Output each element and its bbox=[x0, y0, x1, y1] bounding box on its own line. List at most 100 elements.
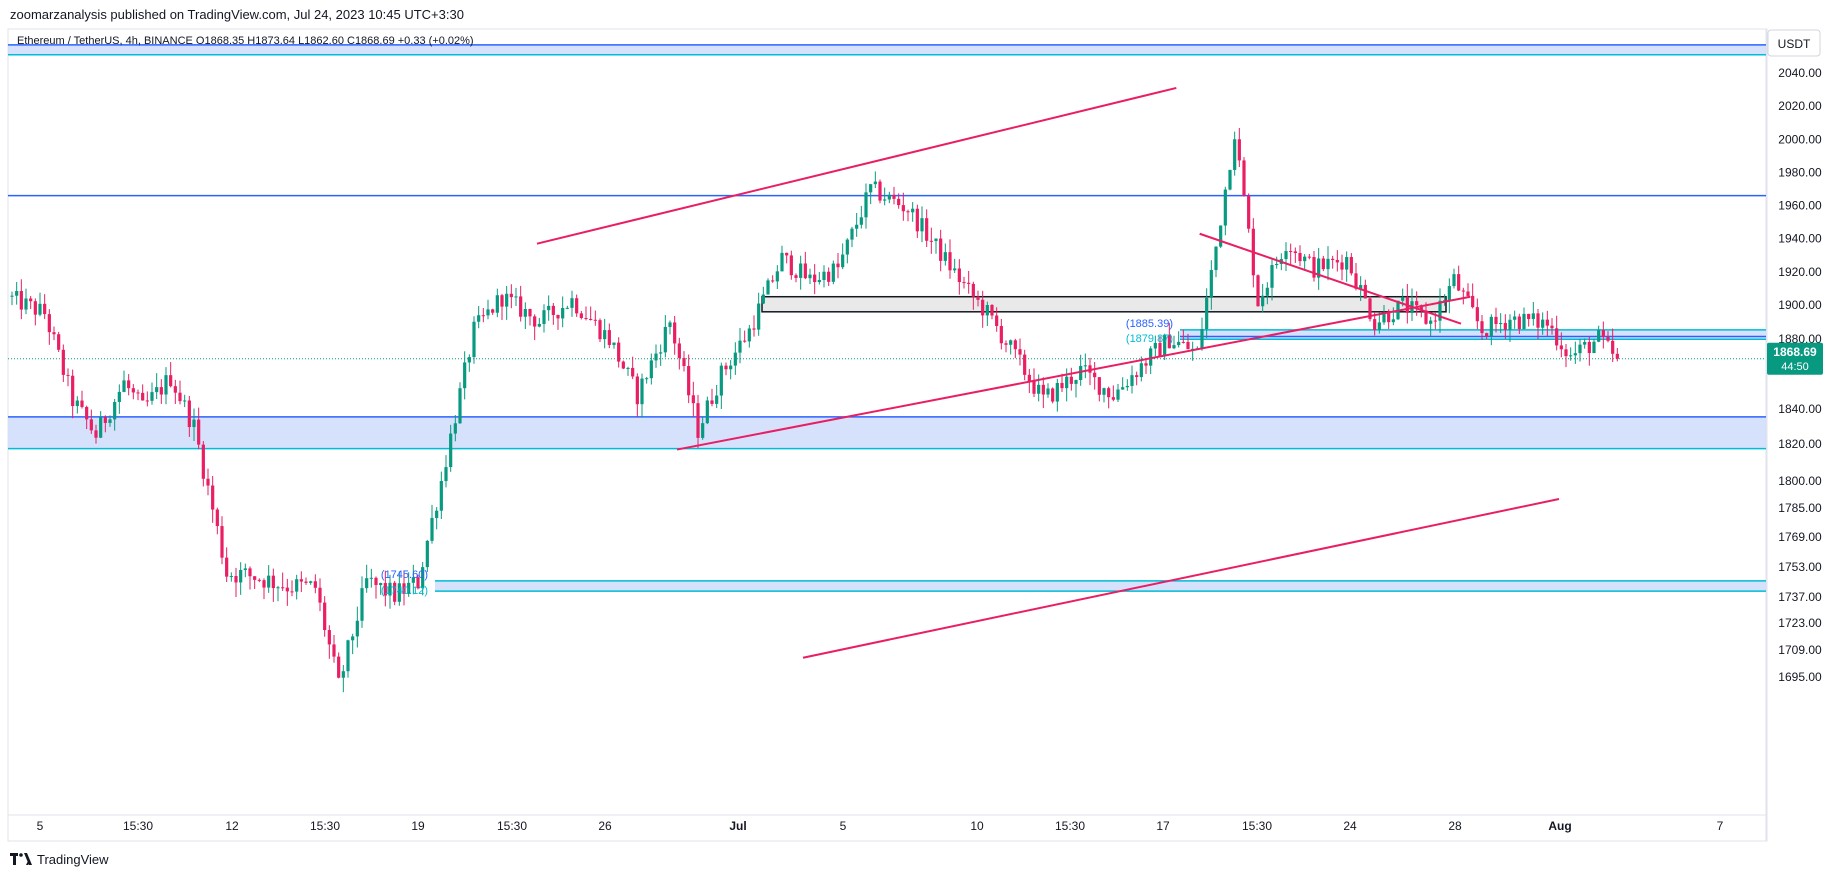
candle-body bbox=[822, 271, 826, 280]
candle-body bbox=[1074, 380, 1078, 384]
price-tick-label: 1980.00 bbox=[1778, 165, 1822, 179]
candle-body bbox=[1107, 388, 1111, 398]
candle-body bbox=[1051, 388, 1055, 402]
currency-button[interactable]: USDT bbox=[1767, 29, 1821, 57]
candle-body bbox=[1158, 342, 1162, 357]
candle-body bbox=[1265, 287, 1269, 296]
candle-body bbox=[766, 280, 770, 295]
candle-body bbox=[631, 367, 635, 377]
candle-body bbox=[929, 240, 933, 242]
candle-body bbox=[1555, 328, 1559, 346]
candle-body bbox=[1004, 343, 1008, 345]
candle-body bbox=[94, 430, 98, 438]
candle-body bbox=[967, 282, 971, 284]
price-axis[interactable]: 2040.00 2020.00 2000.00 1980.00 1960.00 1940.… bbox=[1778, 66, 1822, 684]
tradingview-logo-icon[interactable] bbox=[10, 853, 32, 865]
trendline-3 bbox=[802, 498, 1560, 659]
candle-body bbox=[901, 205, 905, 212]
candle-body bbox=[1200, 329, 1204, 349]
candle-body bbox=[1569, 355, 1573, 357]
time-tick-label: 12 bbox=[225, 819, 239, 833]
candle-body bbox=[985, 305, 989, 316]
candle-body bbox=[1041, 384, 1045, 395]
candle-body bbox=[1499, 322, 1503, 325]
candle-body bbox=[416, 577, 420, 589]
candle-body bbox=[1149, 348, 1153, 366]
candle-body bbox=[593, 319, 597, 321]
candle-body bbox=[584, 318, 588, 320]
candle-body bbox=[953, 268, 957, 271]
candle-body bbox=[892, 194, 896, 199]
candle-body bbox=[1023, 354, 1027, 375]
candle-body bbox=[598, 320, 602, 340]
candle-body bbox=[388, 582, 392, 596]
candle-body bbox=[612, 342, 616, 345]
candle-body bbox=[943, 252, 947, 261]
candle-body bbox=[206, 478, 210, 486]
candle-body bbox=[1429, 320, 1433, 324]
candle-body bbox=[1349, 257, 1353, 274]
candle-body bbox=[1373, 319, 1377, 330]
time-tick-label: Jul bbox=[729, 819, 746, 833]
candle-body bbox=[920, 218, 924, 232]
candle-body bbox=[1214, 246, 1218, 271]
candle-body bbox=[430, 517, 434, 541]
candle-body bbox=[332, 644, 336, 657]
zone-2-fill bbox=[435, 580, 1766, 592]
candle-body bbox=[304, 581, 308, 583]
candle-body bbox=[1513, 316, 1517, 320]
candle-body bbox=[915, 208, 919, 232]
candle-body bbox=[463, 362, 467, 389]
candle-body bbox=[80, 400, 84, 407]
candle-body bbox=[1102, 388, 1106, 395]
price-tick-label: 1920.00 bbox=[1778, 265, 1822, 279]
candle-body bbox=[169, 375, 173, 387]
candle-body bbox=[327, 630, 331, 645]
candle-body bbox=[551, 305, 555, 315]
candle-body bbox=[803, 263, 807, 279]
candle-body bbox=[85, 406, 89, 420]
candle-body bbox=[1135, 375, 1139, 378]
candle-body bbox=[108, 419, 112, 423]
candle-body bbox=[267, 575, 271, 588]
candle-body bbox=[365, 578, 369, 589]
candle-body bbox=[309, 581, 313, 583]
candle-body bbox=[1153, 342, 1157, 349]
candle-body bbox=[887, 194, 891, 200]
resistance-box[interactable] bbox=[761, 295, 1447, 313]
candle-body bbox=[1093, 372, 1097, 378]
candle-body bbox=[351, 636, 355, 641]
candle-body bbox=[1289, 251, 1293, 253]
candle-body bbox=[780, 252, 784, 272]
candle-body bbox=[1401, 297, 1405, 301]
candle-body bbox=[318, 587, 322, 603]
candle-body bbox=[472, 321, 476, 358]
candle-body bbox=[1233, 139, 1237, 170]
candle-body bbox=[1009, 340, 1013, 345]
candle-body bbox=[1060, 382, 1064, 389]
candle-body bbox=[500, 295, 504, 307]
candle-body bbox=[1457, 274, 1461, 291]
candle-body bbox=[1298, 253, 1302, 262]
candle-body bbox=[1326, 258, 1330, 270]
candle-body bbox=[579, 313, 583, 319]
time-axis[interactable]: 5 15:30 12 15:30 19 15:30 26 Jul 5 10 15:30 17 15:30… bbox=[37, 819, 1724, 833]
candle-body bbox=[1391, 319, 1395, 323]
candle-body bbox=[911, 208, 915, 213]
candle-body bbox=[897, 198, 901, 206]
candle-body bbox=[691, 395, 695, 404]
price-tick-label: 1840.00 bbox=[1778, 402, 1822, 416]
candle-body bbox=[1275, 263, 1279, 266]
candle-body bbox=[439, 481, 443, 511]
candle-body bbox=[981, 299, 985, 316]
candle-body bbox=[1592, 341, 1596, 354]
candle-body bbox=[57, 334, 61, 350]
candle-body bbox=[1293, 251, 1297, 254]
candle-body bbox=[127, 380, 131, 389]
candle-body bbox=[1485, 333, 1489, 337]
candle-body bbox=[542, 310, 546, 324]
candle-body bbox=[957, 268, 961, 283]
zone-3-label-top: (1885.39) bbox=[1126, 318, 1173, 330]
footer-brand[interactable]: TradingView bbox=[37, 851, 109, 867]
